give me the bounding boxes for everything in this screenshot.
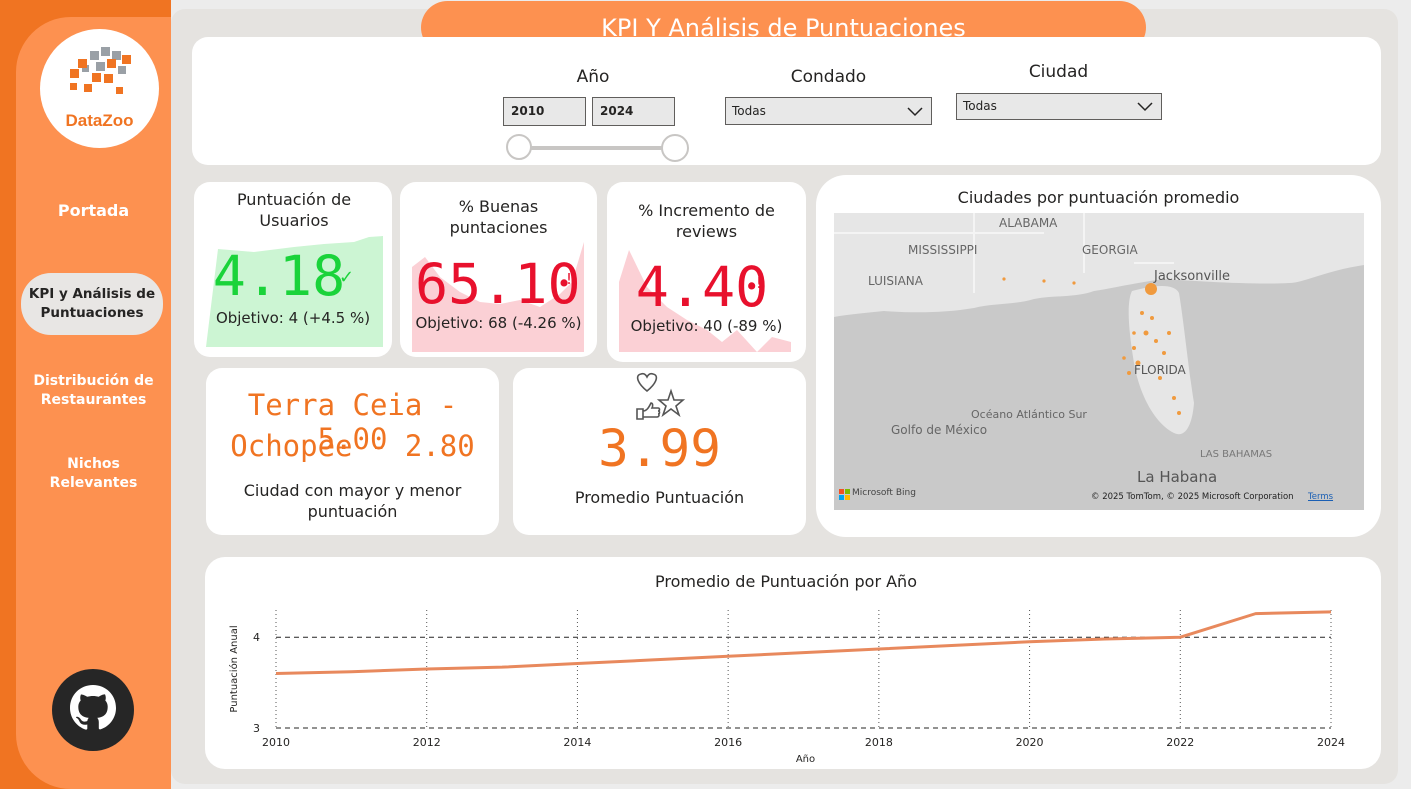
county-filter-label: Condado bbox=[790, 67, 867, 87]
y-axis-label: Puntuación Anual bbox=[228, 625, 240, 712]
y-tick-label: 4 bbox=[253, 631, 260, 644]
brain-icon bbox=[70, 47, 131, 94]
kpi-card-user-score: Puntuación de Usuarios 4.18 ✓ Objetivo: … bbox=[194, 182, 392, 357]
kpi-sparkline-area bbox=[206, 236, 383, 347]
map-label: GEORGIA bbox=[1082, 243, 1138, 257]
yearly-score-chart-card: Promedio de Puntuación por Año 2010 2012 2… bbox=[205, 557, 1381, 769]
series-line bbox=[275, 610, 1332, 676]
microsoft-logo-icon bbox=[839, 489, 850, 500]
kpi-sparkline-area bbox=[619, 250, 791, 352]
city-max-score: Terra Ceia - 5.00 bbox=[247, 388, 458, 456]
chevron-down-icon bbox=[1137, 102, 1153, 112]
kpi-objective: Objetivo: 4 (+4.5 %) bbox=[215, 309, 371, 327]
map-land bbox=[834, 213, 1364, 435]
map-terms-link[interactable]: Terms bbox=[1308, 492, 1334, 502]
map-label: FLORIDA bbox=[1134, 363, 1186, 377]
cities-card: Terra Ceia - 5.00 Ochopee - 2.80 Ciudad … bbox=[206, 368, 499, 535]
chevron-down-icon bbox=[907, 107, 923, 117]
x-tick-label: 2022 bbox=[1166, 736, 1194, 749]
nav-portada[interactable]: Portada bbox=[57, 201, 130, 220]
check-icon: ✓ bbox=[339, 267, 355, 288]
cities-caption: Ciudad con mayor y menor puntuación bbox=[243, 481, 462, 521]
average-score-label: Promedio Puntuación bbox=[574, 488, 745, 507]
x-tick-label: 2014 bbox=[563, 736, 591, 749]
datazoo-logo: DataZoo bbox=[40, 29, 159, 148]
county-dropdown[interactable]: Todas bbox=[725, 97, 932, 125]
year-slider-start-handle[interactable] bbox=[506, 134, 532, 160]
map-card: Ciudades por puntuación promedio ALABAMA… bbox=[816, 175, 1381, 537]
logo-text: DataZoo bbox=[65, 111, 134, 130]
map-label: ALABAMA bbox=[999, 216, 1058, 230]
warning-icon: ! bbox=[756, 274, 763, 292]
kpi-value: 65.10 bbox=[415, 252, 581, 316]
map-title: Ciudades por puntuación promedio bbox=[957, 188, 1240, 207]
kpi-card-good-scores: % Buenas puntaciones 65.10 ! Objetivo: 6… bbox=[400, 182, 597, 357]
map-copyright: © 2025 TomTom, © 2025 Microsoft Corporat… bbox=[1091, 492, 1294, 502]
kpi-title: % Incremento de reviews bbox=[638, 201, 775, 241]
city-min-score: Ochopee - 2.80 bbox=[230, 429, 475, 463]
year-filter-label: Año bbox=[576, 67, 610, 87]
kpi-value: 4.40 bbox=[635, 255, 769, 319]
county-dropdown-value: Todas bbox=[732, 104, 766, 118]
x-tick-label: 2012 bbox=[413, 736, 441, 749]
x-tick-label: 2024 bbox=[1317, 736, 1345, 749]
x-tick-label: 2018 bbox=[865, 736, 893, 749]
nav-distribucion-restaurantes[interactable]: Distribución de Restaurantes bbox=[33, 373, 154, 408]
kpi-objective: Objetivo: 68 (-4.26 %) bbox=[415, 314, 582, 332]
x-tick-label: 2010 bbox=[262, 736, 290, 749]
warning-icon: ! bbox=[566, 270, 573, 288]
kpi-title: Puntuación de Usuarios bbox=[236, 190, 352, 230]
year-from-input[interactable]: 2010 bbox=[503, 97, 586, 126]
average-score-value: 3.99 bbox=[598, 420, 721, 479]
github-icon bbox=[70, 685, 116, 730]
rating-icon bbox=[636, 372, 686, 420]
map-label: LUISIANA bbox=[868, 274, 923, 288]
kpi-sparkline-area bbox=[412, 242, 584, 352]
map-label: Océano Atlántico Sur bbox=[971, 408, 1087, 421]
year-slider-track bbox=[520, 146, 674, 150]
x-tick-label: 2016 bbox=[714, 736, 742, 749]
chart-title: Promedio de Puntuación por Año bbox=[655, 572, 917, 591]
nav-kpi-analisis-label: KPI y Análisis de Puntuaciones bbox=[28, 286, 156, 321]
map-label: MISSISSIPPI bbox=[908, 243, 978, 257]
year-to-input[interactable]: 2024 bbox=[592, 97, 675, 126]
average-card: 3.99 Promedio Puntuación bbox=[513, 368, 806, 535]
x-tick-label: 2020 bbox=[1016, 736, 1044, 749]
city-dropdown[interactable]: Todas bbox=[956, 93, 1162, 120]
city-dropdown-value: Todas bbox=[963, 99, 997, 113]
y-tick-label: 3 bbox=[253, 722, 260, 735]
map-label: Jacksonville bbox=[1154, 269, 1230, 284]
github-button[interactable] bbox=[52, 669, 134, 751]
nav-kpi-analisis[interactable]: KPI y Análisis de Puntuaciones bbox=[21, 273, 163, 335]
kpi-objective: Objetivo: 40 (-89 %) bbox=[630, 317, 783, 335]
yearly-score-line-chart: 2010 2012 2014 2016 2018 2020 2022 2024 3 4 Año Pun… bbox=[228, 610, 1345, 765]
map-label: La Habana bbox=[1137, 468, 1218, 486]
x-axis-label: Año bbox=[796, 754, 815, 765]
map-view[interactable]: ALABAMA MISSISSIPPI GEORGIA LUISIANA Jac… bbox=[834, 213, 1364, 510]
map-label: Golfo de México bbox=[891, 423, 988, 437]
map-label: LAS BAHAMAS bbox=[1200, 449, 1273, 460]
nav-nichos-relevantes[interactable]: Nichos Relevantes bbox=[49, 456, 138, 491]
kpi-title: % Buenas puntaciones bbox=[449, 197, 548, 237]
kpi-card-review-increase: % Incremento de reviews 4.40 ! Objetivo:… bbox=[607, 182, 806, 362]
city-filter-label: Ciudad bbox=[1028, 62, 1089, 82]
year-slider-end-handle[interactable] bbox=[661, 134, 689, 162]
kpi-value: 4.18 bbox=[212, 244, 346, 308]
map-brand: Microsoft Bing bbox=[852, 488, 916, 498]
